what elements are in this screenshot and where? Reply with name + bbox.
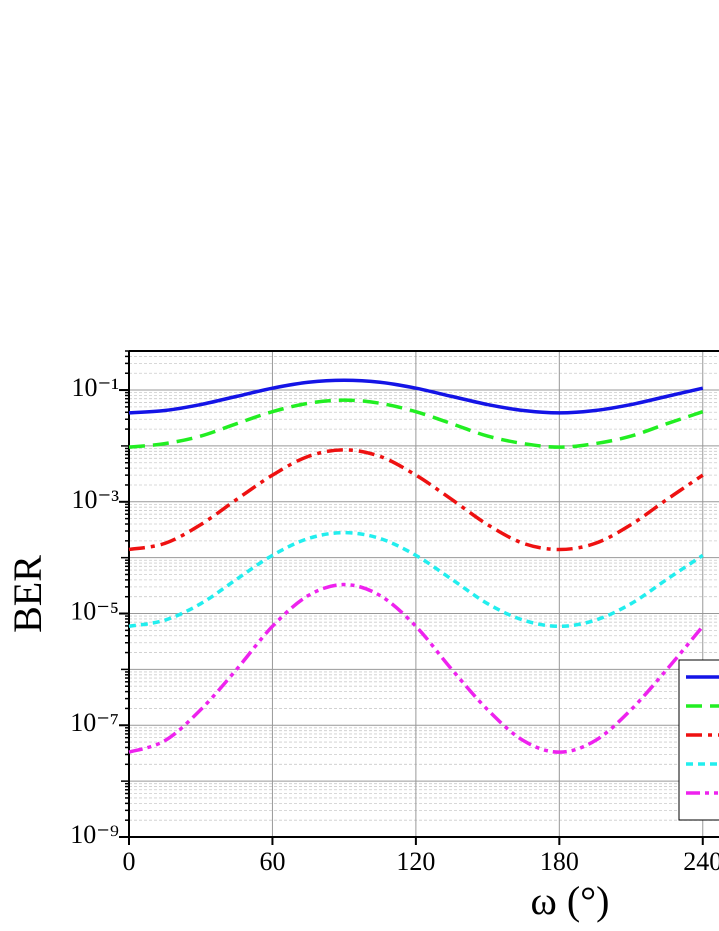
x-tick-label: 0	[123, 847, 136, 876]
y-tick-label: 10⁻⁹	[70, 820, 119, 849]
x-axis-title: ω (°)	[531, 878, 610, 923]
series-line	[128, 582, 705, 754]
x-tick-label: 240	[683, 847, 719, 876]
y-axis-title: BER	[5, 555, 50, 633]
series-line	[128, 530, 704, 629]
x-tick-label: 60	[259, 847, 285, 876]
series-line	[128, 398, 704, 449]
y-tick-label: 10⁻⁵	[70, 596, 119, 625]
y-tick-label: 10⁻⁷	[70, 708, 119, 737]
series-line	[128, 378, 704, 415]
series-line	[128, 448, 704, 552]
y-tick-label: 10⁻³	[71, 485, 119, 514]
y-tick-label: 10⁻¹	[71, 373, 119, 402]
x-tick-label: 120	[396, 847, 435, 876]
x-tick-label: 180	[540, 847, 579, 876]
legend-box	[678, 659, 719, 821]
